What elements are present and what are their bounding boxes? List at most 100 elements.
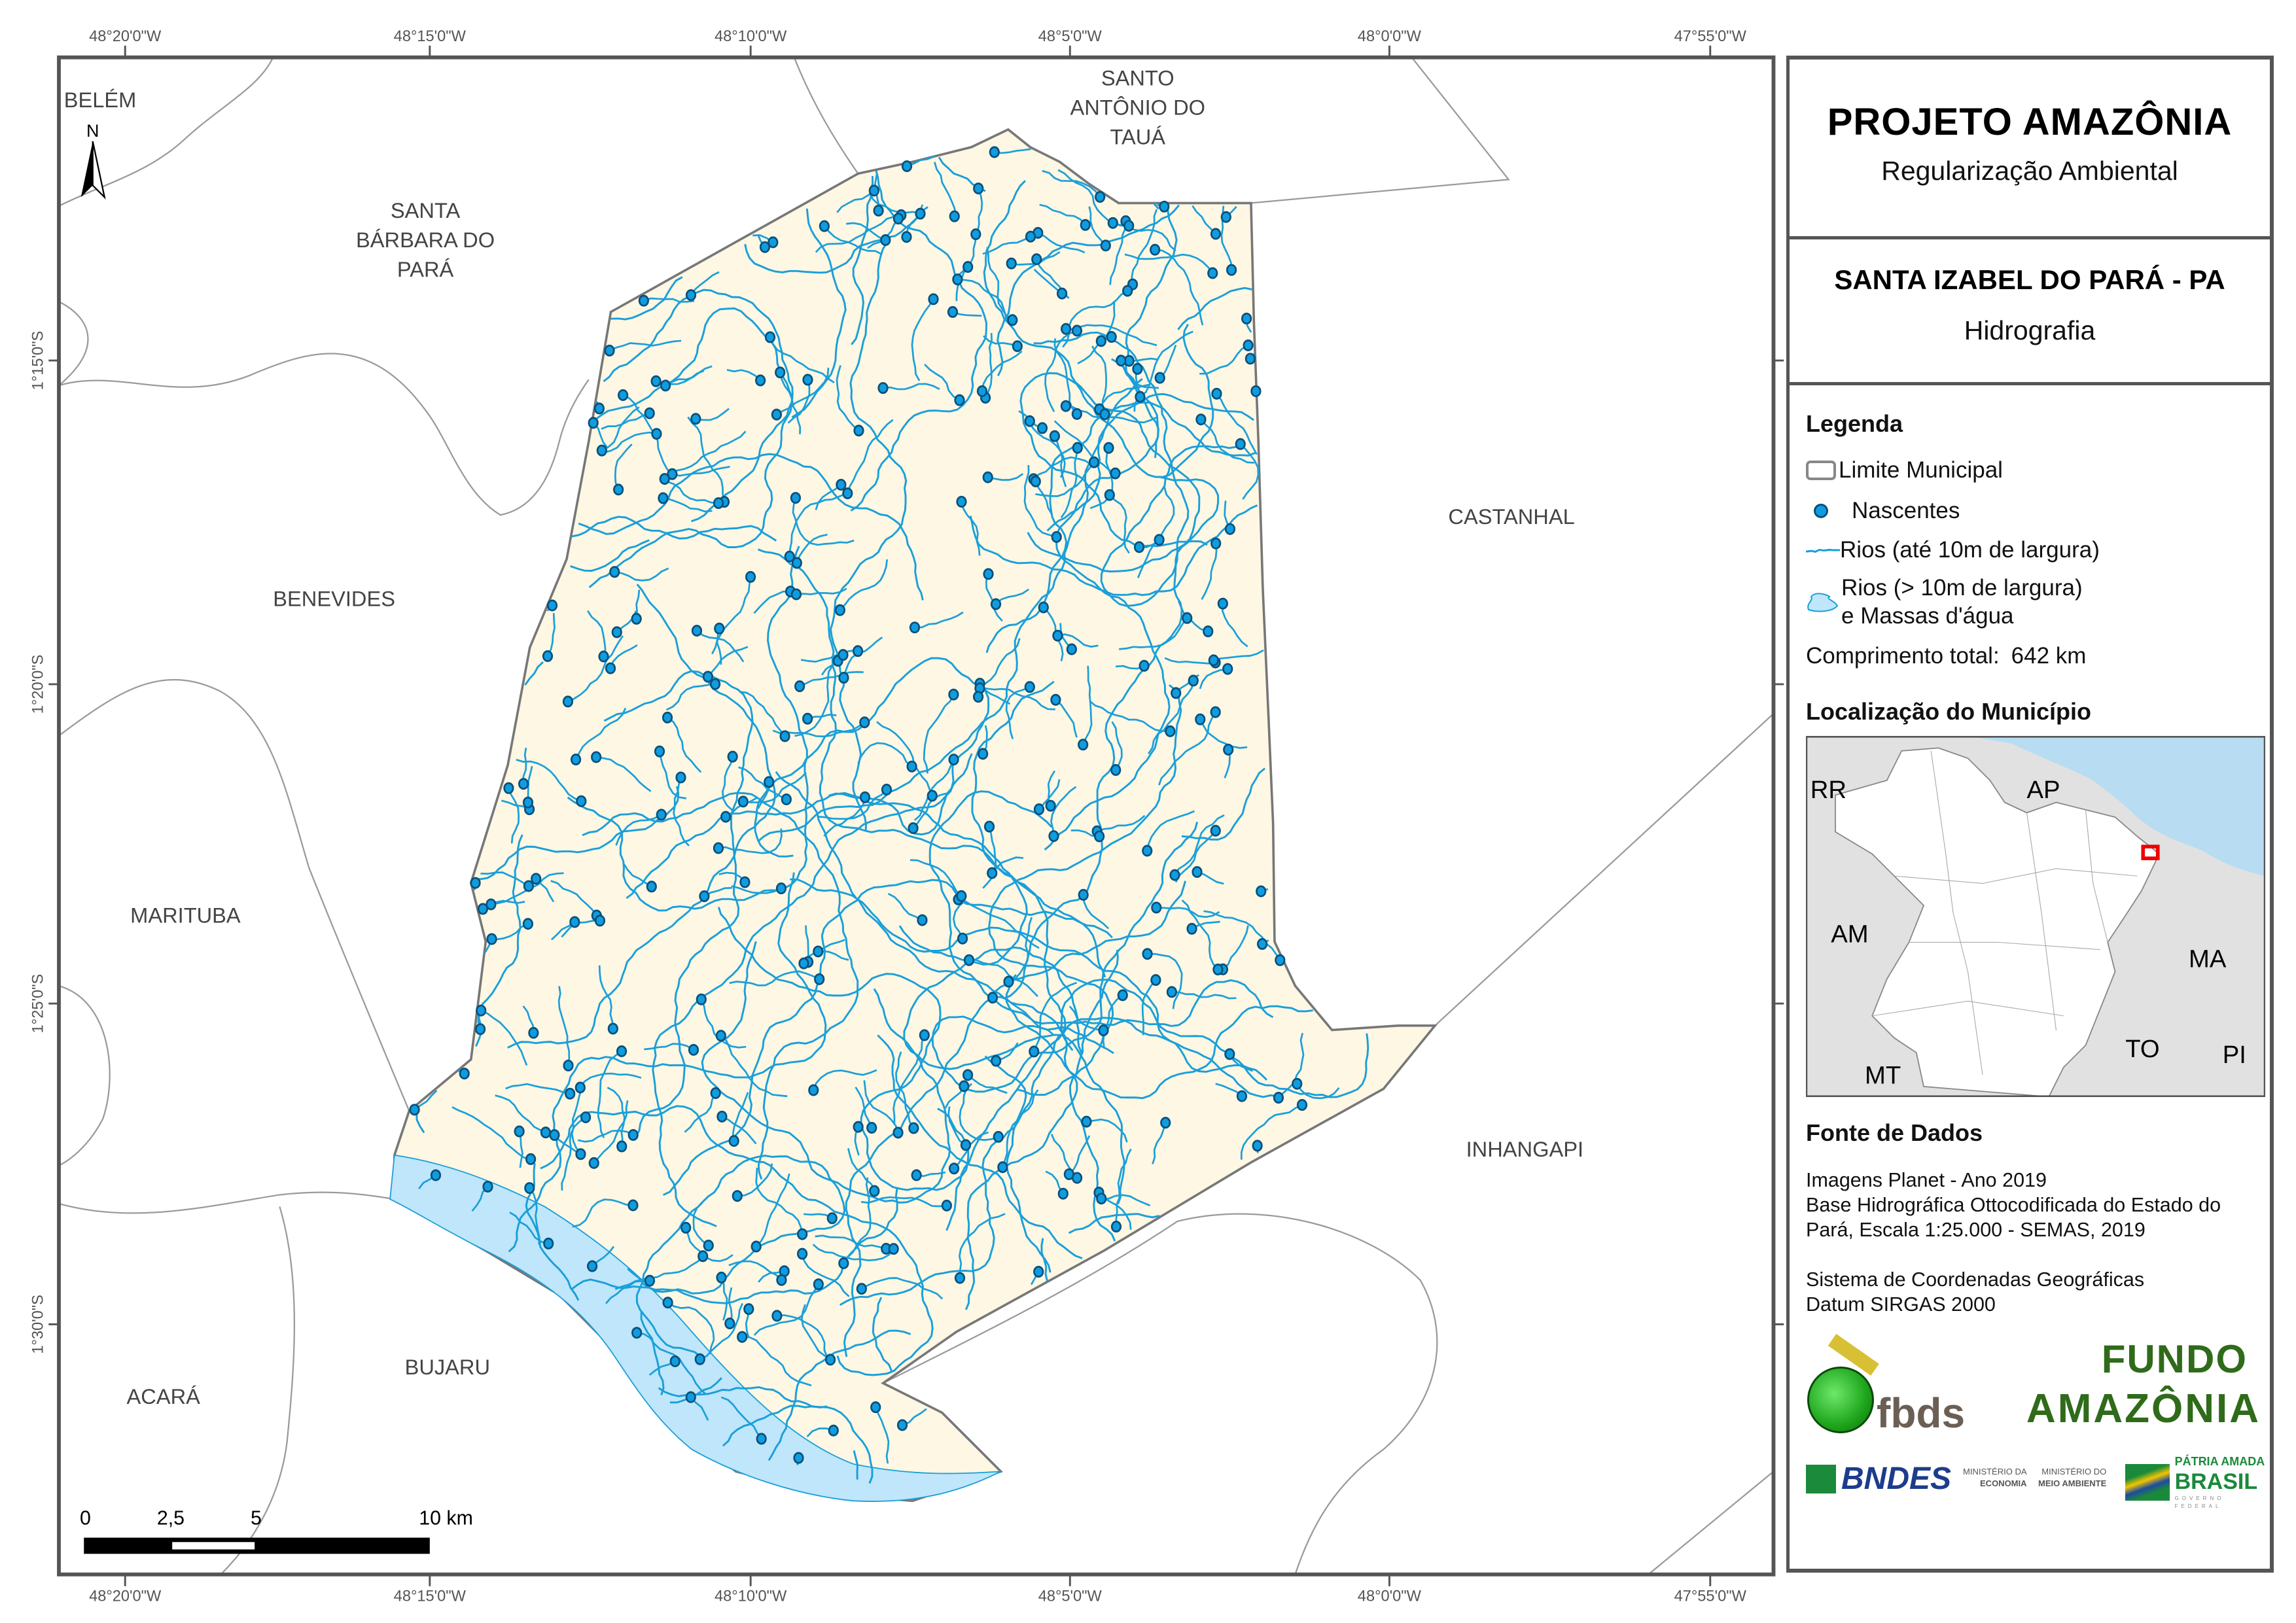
river-segment [787,379,811,424]
spring-point [1071,324,1083,337]
spring-point [869,1185,880,1197]
river-segment [609,644,638,669]
river-segment [839,559,889,611]
spring-point [662,1297,673,1309]
spring-point [650,375,662,387]
river-segment [1003,476,1220,1000]
lat-tick-label: 1°30'0"S [29,1295,46,1354]
spring-point [956,495,967,508]
spring-point [1100,239,1111,252]
place-label-acara: ACARÁ [127,1384,201,1408]
river-segment [983,180,1201,573]
river-segment [794,660,839,737]
river-segment [1158,711,1216,786]
river-segment [722,1405,828,1447]
spring-point [1050,693,1061,706]
spring-point [680,1221,692,1234]
fundo-amazonia-logo: FUNDO AMAZÔNIA [1973,1335,2261,1435]
spring-point [1031,253,1042,266]
spring-point [570,754,582,766]
place-label-benevides: BENEVIDES [273,587,395,611]
spring-point [716,1110,728,1123]
crs-line-2: Datum SIRGAS 2000 [1806,1293,1996,1316]
river-segment [614,1255,704,1290]
spring-point [618,389,629,401]
spring-point [1060,400,1072,412]
legend-item-rivers: Rios (até 10m de largura) [1806,537,2270,563]
river-segment [614,444,633,490]
spring-point [802,374,813,386]
spring-point [546,599,558,612]
water-body-swatch-icon [1807,593,1839,612]
lon-tick-label: 48°0'0"W [1358,1588,1422,1605]
river-segment [603,431,657,453]
spring-point [838,1257,849,1270]
title-block: PROJETO AMAZÔNIA Regularização Ambiental [1790,60,2270,239]
river-segment [509,1212,549,1245]
crs-text: Sistema de Coordenadas Geográficas Datum… [1806,1267,2270,1317]
river-segment [796,587,847,595]
spring-point [1217,597,1228,610]
spring-point [1192,865,1203,878]
river-segment [1102,994,1123,1049]
river-segment [561,1116,586,1191]
river-segment [480,1009,528,1066]
spring-point [928,293,939,305]
river-segment [910,859,963,897]
river-segment [1065,324,1157,347]
scale-label-2-5: 2,5 [157,1507,185,1529]
spring-point [1030,475,1041,487]
spring-point [1078,888,1089,901]
river-segment [823,225,883,256]
state-label-to: TO [2125,1035,2159,1063]
brazil-flag-icon [2125,1464,2170,1501]
river-segment [690,271,720,296]
river-segment [792,497,855,546]
river-segment [959,1083,999,1142]
spring-point [802,712,813,725]
spring-point [1024,415,1035,427]
river-segment [1146,810,1195,851]
spring-point [824,1353,836,1366]
river-segment [995,588,1030,605]
scale-bar: 0 2,5 5 10 km [80,1507,473,1554]
river-segment [508,788,520,844]
spring-point [826,1212,838,1225]
spring-point [781,793,792,805]
river-segment [1089,447,1114,510]
spring-point [1107,217,1118,229]
spring-point [1169,869,1180,881]
spring-point [1241,312,1252,324]
river-segment [696,408,730,421]
river-segment [1053,436,1066,478]
spring-point [1273,1092,1284,1104]
spring-point [972,691,984,703]
lon-tick-label: 48°20'0"W [89,28,162,45]
spring-point [1071,408,1082,420]
spring-point [989,146,1000,158]
source-line-1: Imagens Planet - Ano 2019 [1806,1169,2047,1191]
place-label-belem: BELÉM [64,88,137,112]
state-label-am: AM [1831,920,1868,948]
river-segment [931,822,1199,1093]
ministerio-economia-logo: MINISTÉRIO DA ECONOMIA [1963,1466,2027,1490]
river-segment [597,1050,622,1138]
location-inset-map: RR AP AM MA MT TO PI [1806,736,2265,1097]
river-segment [658,751,687,799]
river-segment [877,1034,1083,1259]
spring-point [1132,362,1143,375]
river-segment [1119,617,1188,650]
municipal-boundary-swatch-icon [1806,461,1836,480]
river-segment [923,694,955,774]
river-segment [985,574,1003,622]
scale-label-0: 0 [80,1507,91,1529]
river-segment [567,635,624,703]
spring-point [1182,612,1193,624]
spring-point [868,184,879,197]
spring-point [430,1169,442,1181]
bndes-icon [1806,1464,1836,1493]
river-segment [607,1087,626,1147]
river-segment [700,999,747,1049]
spring-point [1081,1115,1092,1128]
spring-point [1165,725,1176,737]
